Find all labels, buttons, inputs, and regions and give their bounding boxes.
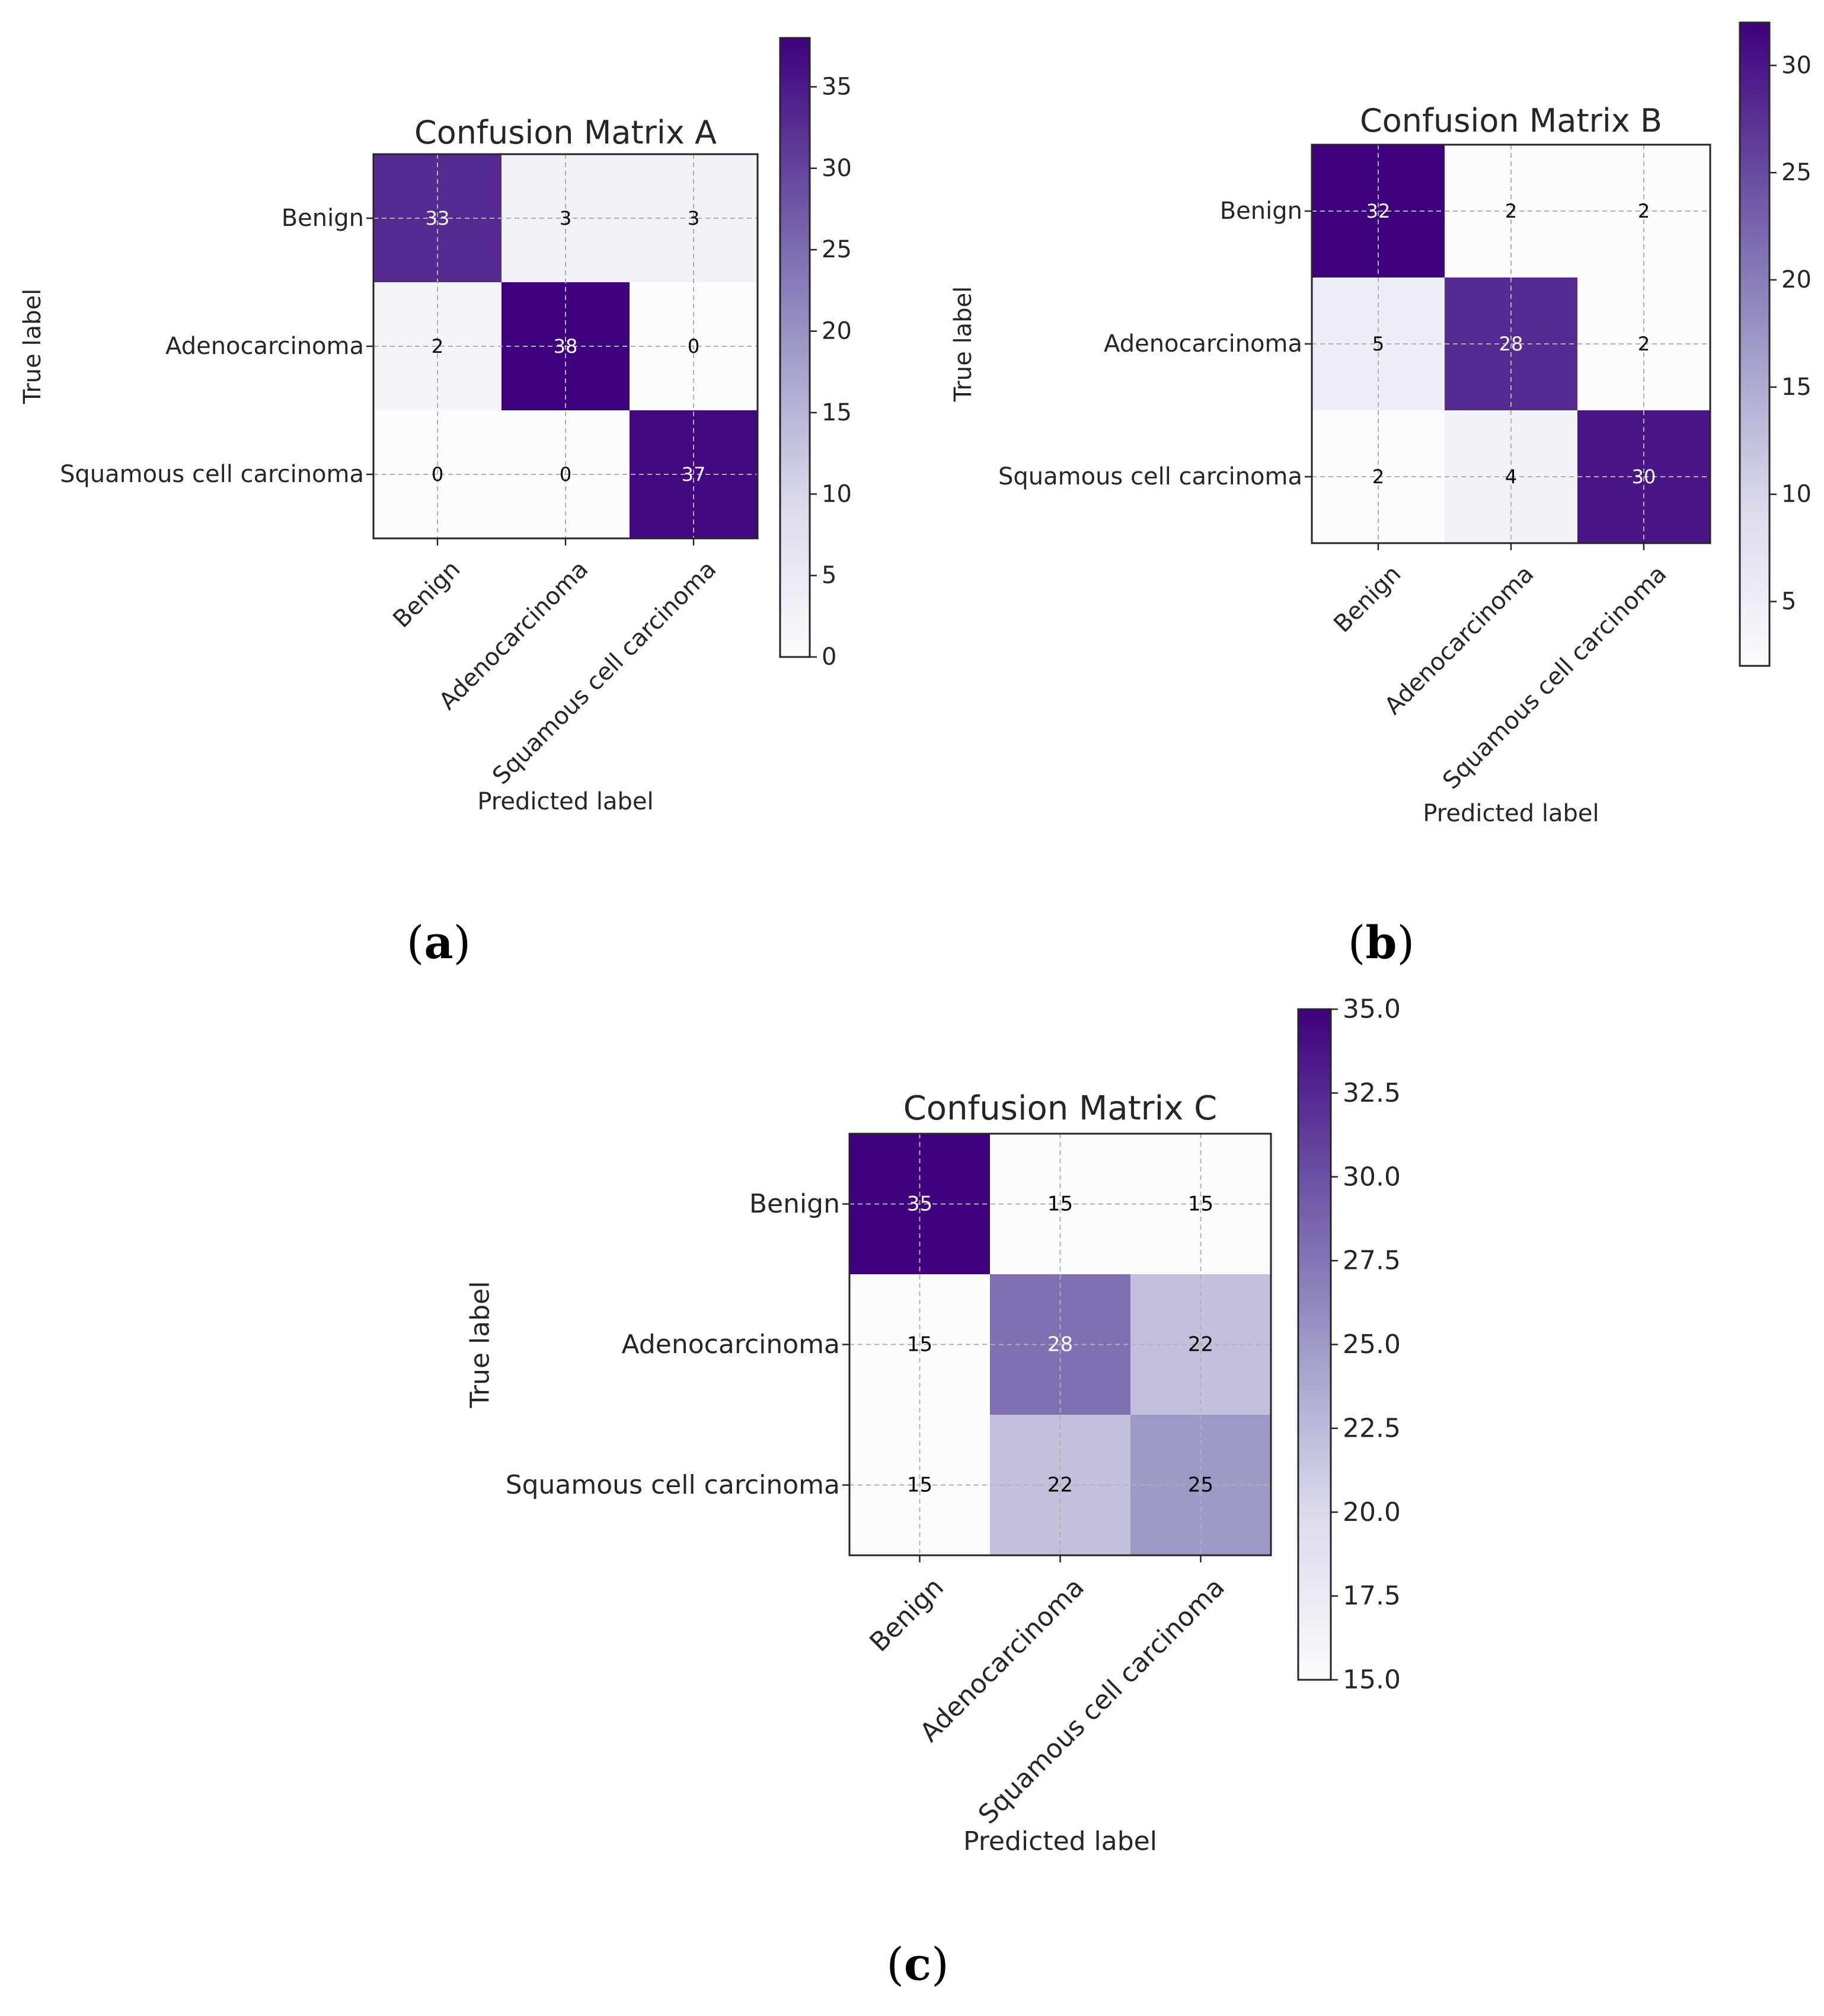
- chart-c-cell-value-r2-c2: 25: [1188, 1473, 1213, 1497]
- panel-label-c: (c): [886, 1938, 949, 1991]
- chart-a-cell-value-r2-c1: 0: [560, 463, 571, 486]
- chart-c-ytick-label-benign: Benign: [749, 1189, 840, 1219]
- chart-a-ytick-label-benign: Benign: [282, 205, 364, 232]
- chart-b-title: Confusion Matrix B: [1360, 102, 1662, 139]
- chart-b-colorbar: [1739, 21, 1771, 667]
- chart-b-cell-value-r1-c1: 28: [1499, 333, 1523, 355]
- chart-c-xtick-label-squamous-cell-carcinoma: Squamous cell carcinoma: [973, 1572, 1231, 1830]
- chart-c-cell-value-r0-c0: 35: [907, 1192, 932, 1216]
- chart-b-ytick-label-benign: Benign: [1220, 197, 1302, 225]
- chart-a-colorbar-tick-label-2: 10: [822, 480, 852, 508]
- panel-label-a: (a): [406, 916, 471, 969]
- chart-a-cell-value-r0-c1: 3: [560, 207, 571, 229]
- chart-a-xlabel: Predicted label: [477, 788, 653, 815]
- chart-a-cell-r0-c0: [373, 154, 502, 283]
- chart-c-xtick-label-benign: Benign: [864, 1572, 950, 1657]
- chart-b-ylabel: True label: [950, 286, 977, 402]
- chart-c-colorbar-tick-label-6: 30.0: [1343, 1162, 1401, 1192]
- chart-a-cell-value-r2-c0: 0: [432, 463, 443, 486]
- panel-label-a-letter: a: [424, 916, 453, 969]
- chart-a-colorbar-tick-label-5: 25: [822, 236, 852, 263]
- chart-a-colorbar-tick-label-0: 0: [822, 643, 836, 671]
- chart-a-cell-value-r1-c1: 38: [554, 335, 578, 358]
- chart-c-cell-value-r2-c0: 15: [907, 1473, 932, 1497]
- chart-c-cell-value-r0-c1: 15: [1047, 1192, 1073, 1216]
- chart-a-colorbar-tick-label-1: 5: [822, 562, 836, 589]
- chart-b-cell-value-r2-c0: 2: [1372, 465, 1384, 488]
- chart-a-cell-value-r2-c2: 37: [682, 463, 706, 486]
- chart-b-colorbar-tick-label-5: 30: [1781, 52, 1812, 79]
- chart-b-colorbar-tick-label-3: 20: [1781, 266, 1812, 294]
- chart-c-cell-value-r1-c0: 15: [907, 1333, 932, 1357]
- chart-c-colorbar-tick-label-3: 22.5: [1343, 1413, 1401, 1443]
- chart-b-colorbar-tick-label-1: 10: [1781, 481, 1812, 508]
- chart-a-colorbar-tick-label-6: 30: [822, 155, 852, 182]
- chart-c-colorbar-tick-label-2: 20.0: [1343, 1497, 1401, 1527]
- chart-a-ylabel: True label: [19, 289, 46, 404]
- panel-label-b-letter: b: [1365, 916, 1397, 969]
- chart-c-cell-value-r1-c1: 28: [1047, 1333, 1073, 1357]
- chart-b-cell-value-r0-c1: 2: [1505, 200, 1517, 222]
- chart-c-title: Confusion Matrix C: [903, 1089, 1218, 1128]
- chart-c-colorbar: [1297, 1008, 1332, 1681]
- chart-b-ytick-label-adenocarcinoma: Adenocarcinoma: [1104, 330, 1302, 358]
- chart-c-colorbar-tick-label-1: 17.5: [1343, 1581, 1401, 1611]
- chart-b-cell-value-r0-c0: 32: [1366, 200, 1391, 222]
- chart-c-colorbar-tick-label-5: 27.5: [1343, 1246, 1401, 1276]
- chart-b-cell-value-r2-c2: 30: [1632, 465, 1656, 488]
- chart-b-colorbar-tick-label-2: 15: [1781, 374, 1812, 401]
- chart-c-cell-value-r2-c1: 22: [1047, 1473, 1073, 1497]
- chart-c-cell-value-r1-c2: 22: [1188, 1333, 1213, 1357]
- chart-a-cell-value-r1-c2: 0: [688, 335, 699, 358]
- chart-b-colorbar-tick-label-4: 25: [1781, 159, 1812, 186]
- chart-b-colorbar-tick-label-0: 5: [1781, 588, 1796, 615]
- chart-a-cell-value-r1-c0: 2: [432, 335, 443, 358]
- panel-label-b: (b): [1347, 916, 1415, 969]
- chart-c-ylabel: True label: [465, 1281, 496, 1409]
- chart-a-colorbar-tick-label-3: 15: [822, 399, 852, 426]
- chart-a-colorbar-tick-label-4: 20: [822, 318, 852, 345]
- chart-c-cell-value-r0-c2: 15: [1188, 1192, 1213, 1216]
- chart-c-ytick-label-squamous-cell-carcinoma: Squamous cell carcinoma: [506, 1470, 840, 1500]
- chart-b-xlabel: Predicted label: [1423, 800, 1599, 827]
- chart-b-cell-value-r2-c1: 4: [1505, 465, 1517, 488]
- chart-c-colorbar-tick-label-0: 15.0: [1343, 1665, 1401, 1695]
- chart-c-colorbar-tick-label-4: 25.0: [1343, 1329, 1401, 1360]
- chart-a-ytick-label-squamous-cell-carcinoma: Squamous cell carcinoma: [60, 461, 364, 488]
- chart-b-ytick-label-squamous-cell-carcinoma: Squamous cell carcinoma: [998, 463, 1302, 490]
- chart-a-cell-value-r0-c0: 33: [426, 207, 450, 229]
- chart-c-colorbar-tick-label-8: 35.0: [1343, 994, 1401, 1025]
- chart-a-cell-value-r0-c2: 3: [688, 207, 699, 229]
- chart-c-xlabel: Predicted label: [963, 1826, 1157, 1856]
- chart-c-colorbar-tick-label-7: 32.5: [1343, 1078, 1401, 1108]
- chart-a-colorbar-tick-label-7: 35: [822, 73, 852, 100]
- chart-b-cell-value-r0-c2: 2: [1638, 200, 1650, 222]
- chart-a-title: Confusion Matrix A: [414, 114, 717, 151]
- chart-a-colorbar: [779, 37, 811, 658]
- chart-c-ytick-label-adenocarcinoma: Adenocarcinoma: [622, 1329, 840, 1360]
- chart-b-cell-value-r1-c2: 2: [1638, 333, 1650, 355]
- panel-label-c-letter: c: [903, 1938, 932, 1991]
- chart-b-cell-value-r1-c0: 5: [1372, 333, 1384, 355]
- chart-a-ytick-label-adenocarcinoma: Adenocarcinoma: [165, 333, 364, 360]
